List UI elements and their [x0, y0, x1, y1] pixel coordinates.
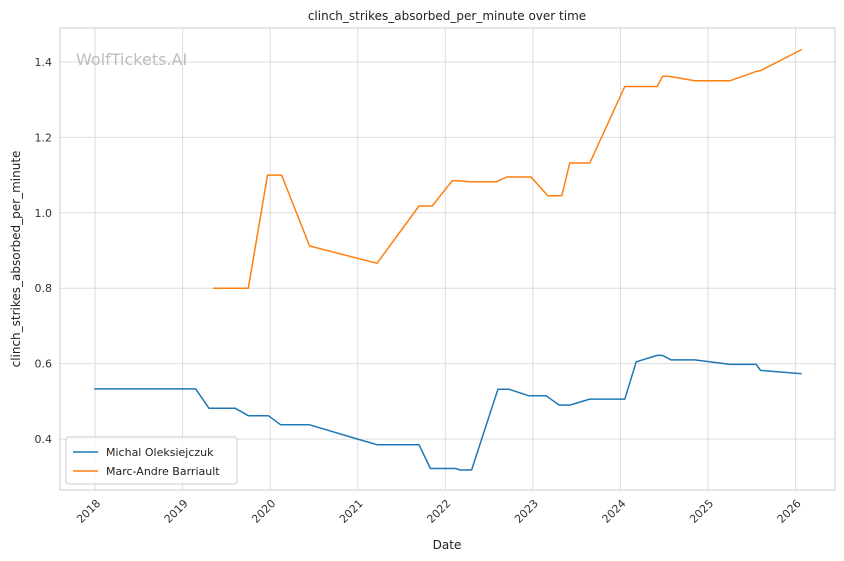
series-layer — [94, 48, 803, 471]
watermark: WolfTickets.AI — [76, 50, 187, 69]
y-tick-label: 0.4 — [35, 433, 53, 446]
y-axis-title: clinch_strikes_absorbed_per_minute — [9, 151, 23, 368]
y-tick-label: 1.2 — [35, 131, 53, 144]
legend: Michal Oleksiejczuk Marc-Andre Barriault — [65, 436, 238, 485]
plot-frame — [59, 27, 836, 491]
chart-title: clinch_strikes_absorbed_per_minute over … — [308, 9, 586, 23]
series-line-0 — [94, 354, 802, 471]
y-tick-label: 0.8 — [35, 282, 53, 295]
legend-label-1: Marc-Andre Barriault — [106, 465, 220, 478]
y-tick-label: 1.0 — [35, 207, 53, 220]
legend-box — [65, 436, 238, 485]
legend-label-0: Michal Oleksiejczuk — [106, 446, 214, 459]
y-tick-label: 1.4 — [35, 56, 53, 69]
y-tick-label: 0.6 — [35, 358, 53, 371]
grid — [60, 28, 835, 490]
x-axis-title: Date — [433, 538, 462, 552]
y-axis-ticks: 0.4 0.6 0.8 1.0 1.2 1.4 — [35, 56, 53, 446]
series-line-1 — [213, 48, 803, 289]
